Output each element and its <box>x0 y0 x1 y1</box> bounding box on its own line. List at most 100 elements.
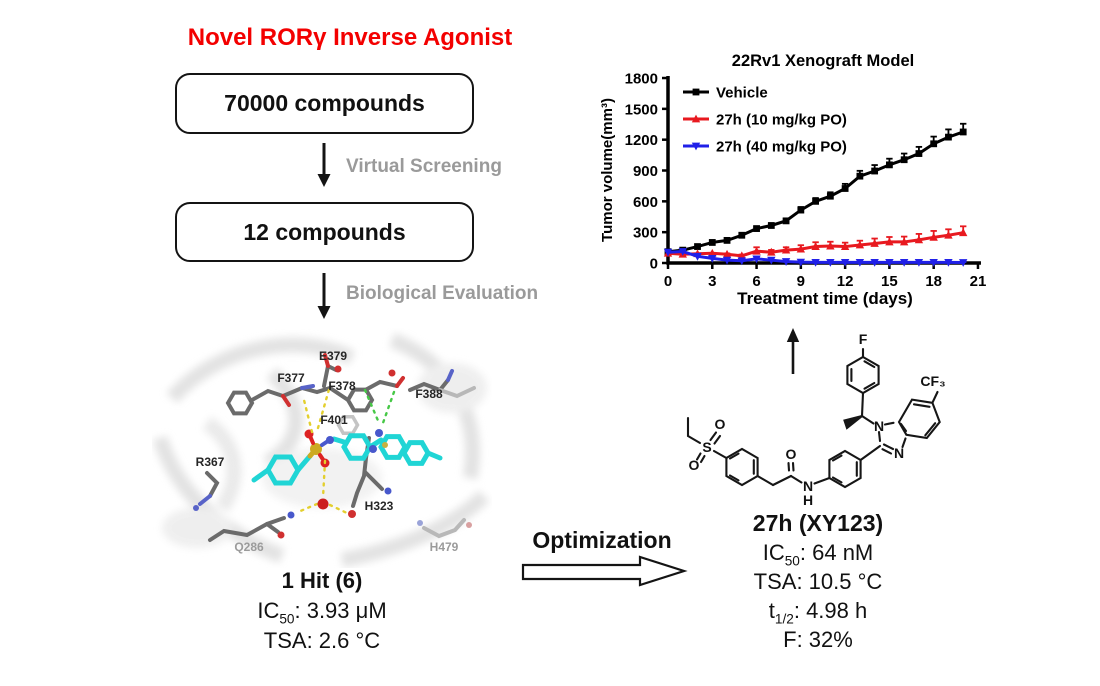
x-tick-label: 15 <box>881 273 898 290</box>
series-27h-10-mg-kg-po- <box>663 225 968 260</box>
protein-ribbons <box>152 332 490 568</box>
data-point <box>691 114 701 123</box>
data-point <box>900 156 908 164</box>
data-point <box>693 252 702 261</box>
data-point <box>708 248 717 257</box>
data-point <box>826 241 835 250</box>
data-point <box>782 217 790 225</box>
legend-entry: 27h (10 mg/kg PO) <box>683 112 847 129</box>
data-point <box>914 258 924 267</box>
series-27h-40-mg-kg-po- <box>663 248 968 267</box>
data-point <box>812 197 819 205</box>
structure-bonds <box>686 347 941 489</box>
residue-label: F388 <box>415 387 443 401</box>
ic50-label: IC <box>257 598 280 623</box>
data-point <box>708 239 716 246</box>
data-point <box>767 222 775 229</box>
ic50-sub: 50 <box>279 611 295 627</box>
up-arrow-icon <box>786 328 800 374</box>
flow-box2-label: 12 compounds <box>243 218 406 245</box>
legend-entry: 27h (40 mg/kg PO) <box>683 139 847 156</box>
data-point <box>737 251 746 260</box>
n1-label: N <box>874 418 884 434</box>
data-point <box>767 256 776 265</box>
lead-stats: 27h (XY123) IC50: 64 nM TSA: 10.5 °C t1/… <box>700 509 936 654</box>
data-point <box>929 258 938 267</box>
thalf-label: t <box>768 598 775 623</box>
residue-label: Q286 <box>234 540 264 554</box>
n3-label: N <box>894 445 904 461</box>
residue-label: F377 <box>277 371 305 385</box>
residue-label: E379 <box>319 349 347 363</box>
water-molecule <box>317 498 329 510</box>
data-point <box>738 231 746 239</box>
legend-label: Vehicle <box>716 85 768 102</box>
amide-h-label: H <box>803 492 813 508</box>
residue-label: F401 <box>320 413 348 427</box>
data-point <box>944 258 953 267</box>
y-tick-label: 1800 <box>625 71 658 88</box>
ic50-label: IC <box>762 540 785 565</box>
data-point <box>811 242 820 250</box>
flow-box-70000-compounds: 70000 compounds <box>175 73 474 134</box>
optimization-arrow-icon <box>521 555 688 587</box>
x-tick-label: 18 <box>925 273 942 290</box>
y-axis-label: Tumor volume(mm³) <box>599 98 616 242</box>
data-point <box>914 235 924 244</box>
xenograft-chart: 0 300 600 900 1200 1500 1800 0 3 6 9 12 15 18 21 22Rv1 … <box>599 52 987 308</box>
residue-label: H323 <box>365 499 394 513</box>
optimization-label: Optimization <box>532 527 672 553</box>
data-point <box>930 140 938 148</box>
sulfone-o2-label: O <box>689 457 700 473</box>
lead-name: 27h (XY123) <box>752 510 884 536</box>
data-point <box>797 206 805 214</box>
residue-heteroatoms <box>193 353 472 539</box>
y-tick-label: 1500 <box>625 101 658 118</box>
data-point <box>959 128 967 136</box>
cf3-label: CF₃ <box>920 373 945 389</box>
y-tick-label: 300 <box>633 225 658 242</box>
data-point <box>871 167 879 175</box>
data-point <box>944 230 953 239</box>
x-tick-label: 12 <box>837 273 854 290</box>
chart-title: 22Rv1 Xenograft Model <box>732 52 914 70</box>
data-point <box>870 239 879 247</box>
data-point <box>856 172 864 180</box>
lead-bioavailability: F: 32% <box>783 627 853 652</box>
data-point <box>959 259 968 267</box>
step-biological-evaluation: Biological Evaluation <box>346 283 539 304</box>
data-point <box>885 237 894 246</box>
carbonyl-o-label: O <box>786 446 797 462</box>
series-vehicle <box>664 122 967 256</box>
data-point <box>885 258 894 267</box>
residue-labels: E379 F377 F378 F388 F401 R367 H323 Q286 … <box>196 349 459 554</box>
data-point <box>899 258 909 267</box>
data-point <box>826 258 835 267</box>
data-point <box>899 237 909 246</box>
legend-entry: Vehicle <box>683 85 768 102</box>
x-tick-label: 3 <box>708 273 716 290</box>
data-point <box>929 232 938 241</box>
ligand-sticks <box>251 433 443 486</box>
lead-thalf: t1/2: 4.98 h <box>700 596 936 627</box>
y-tick-label: 0 <box>650 256 658 273</box>
ic50-value: : 64 nM <box>799 540 874 565</box>
data-point <box>945 133 952 141</box>
data-point <box>840 258 850 267</box>
hit-name: 1 Hit (6) <box>281 568 363 593</box>
data-point <box>870 258 879 267</box>
x-tick-label: 6 <box>752 273 760 290</box>
legend-label: 27h (40 mg/kg PO) <box>716 139 847 156</box>
data-point <box>692 88 700 96</box>
residue-label: F378 <box>328 379 356 393</box>
lead-ic50: IC50: 64 nM <box>700 538 936 568</box>
data-point <box>767 247 776 256</box>
data-point <box>855 258 865 267</box>
ic50-value: : 3.93 μM <box>294 598 387 623</box>
x-tick-label: 21 <box>970 273 987 290</box>
x-tick-label: 0 <box>664 273 672 290</box>
residue-label: H479 <box>430 540 459 554</box>
thalf-sub: 1/2 <box>774 611 794 627</box>
flow-box1-label: 70000 compounds <box>224 90 425 116</box>
